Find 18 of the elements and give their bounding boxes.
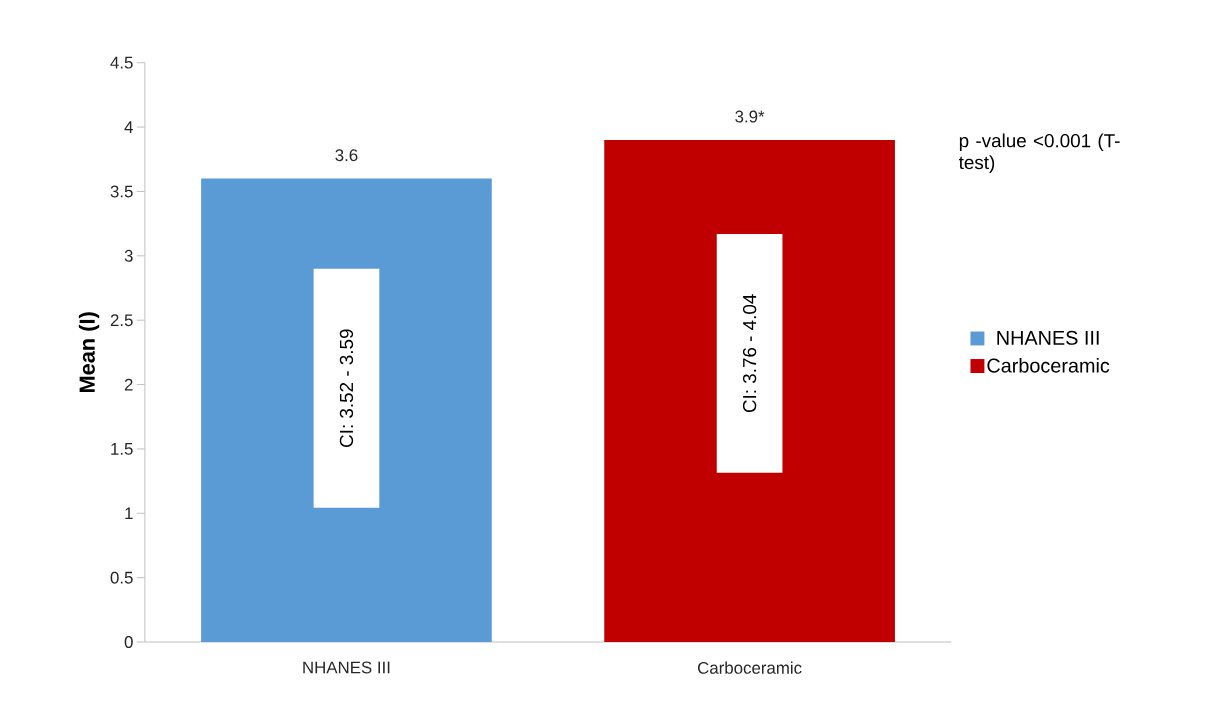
legend-label: Carboceramic bbox=[987, 358, 1110, 373]
y-tick-label: 0.5 bbox=[110, 571, 133, 584]
data-label: 3.6 bbox=[335, 149, 358, 162]
y-tick-label: 1 bbox=[125, 507, 133, 520]
y-tick-label: 4 bbox=[124, 121, 133, 133]
text: p -value <0.001 (T-test) bbox=[958, 133, 1120, 173]
y-tick-label: 3 bbox=[124, 249, 133, 262]
annotation: CI: 3.76 - 4.04 bbox=[742, 294, 757, 413]
annotation: CI: 3.52 - 3.59 bbox=[339, 329, 354, 448]
y-tick-label: 0 bbox=[124, 636, 133, 649]
y-tick-label: 4.5 bbox=[110, 56, 133, 69]
y-tick-label: 2 bbox=[124, 378, 133, 391]
y-tick-label: 3.5 bbox=[110, 185, 133, 198]
y-axis-title: Mean (I) bbox=[78, 312, 100, 393]
data-label: 3.9* bbox=[735, 110, 765, 123]
y-tick-label: 2.5 bbox=[110, 314, 133, 327]
y-tick-label: 1.5 bbox=[111, 443, 133, 455]
legend-label: NHANES III bbox=[997, 330, 1099, 345]
